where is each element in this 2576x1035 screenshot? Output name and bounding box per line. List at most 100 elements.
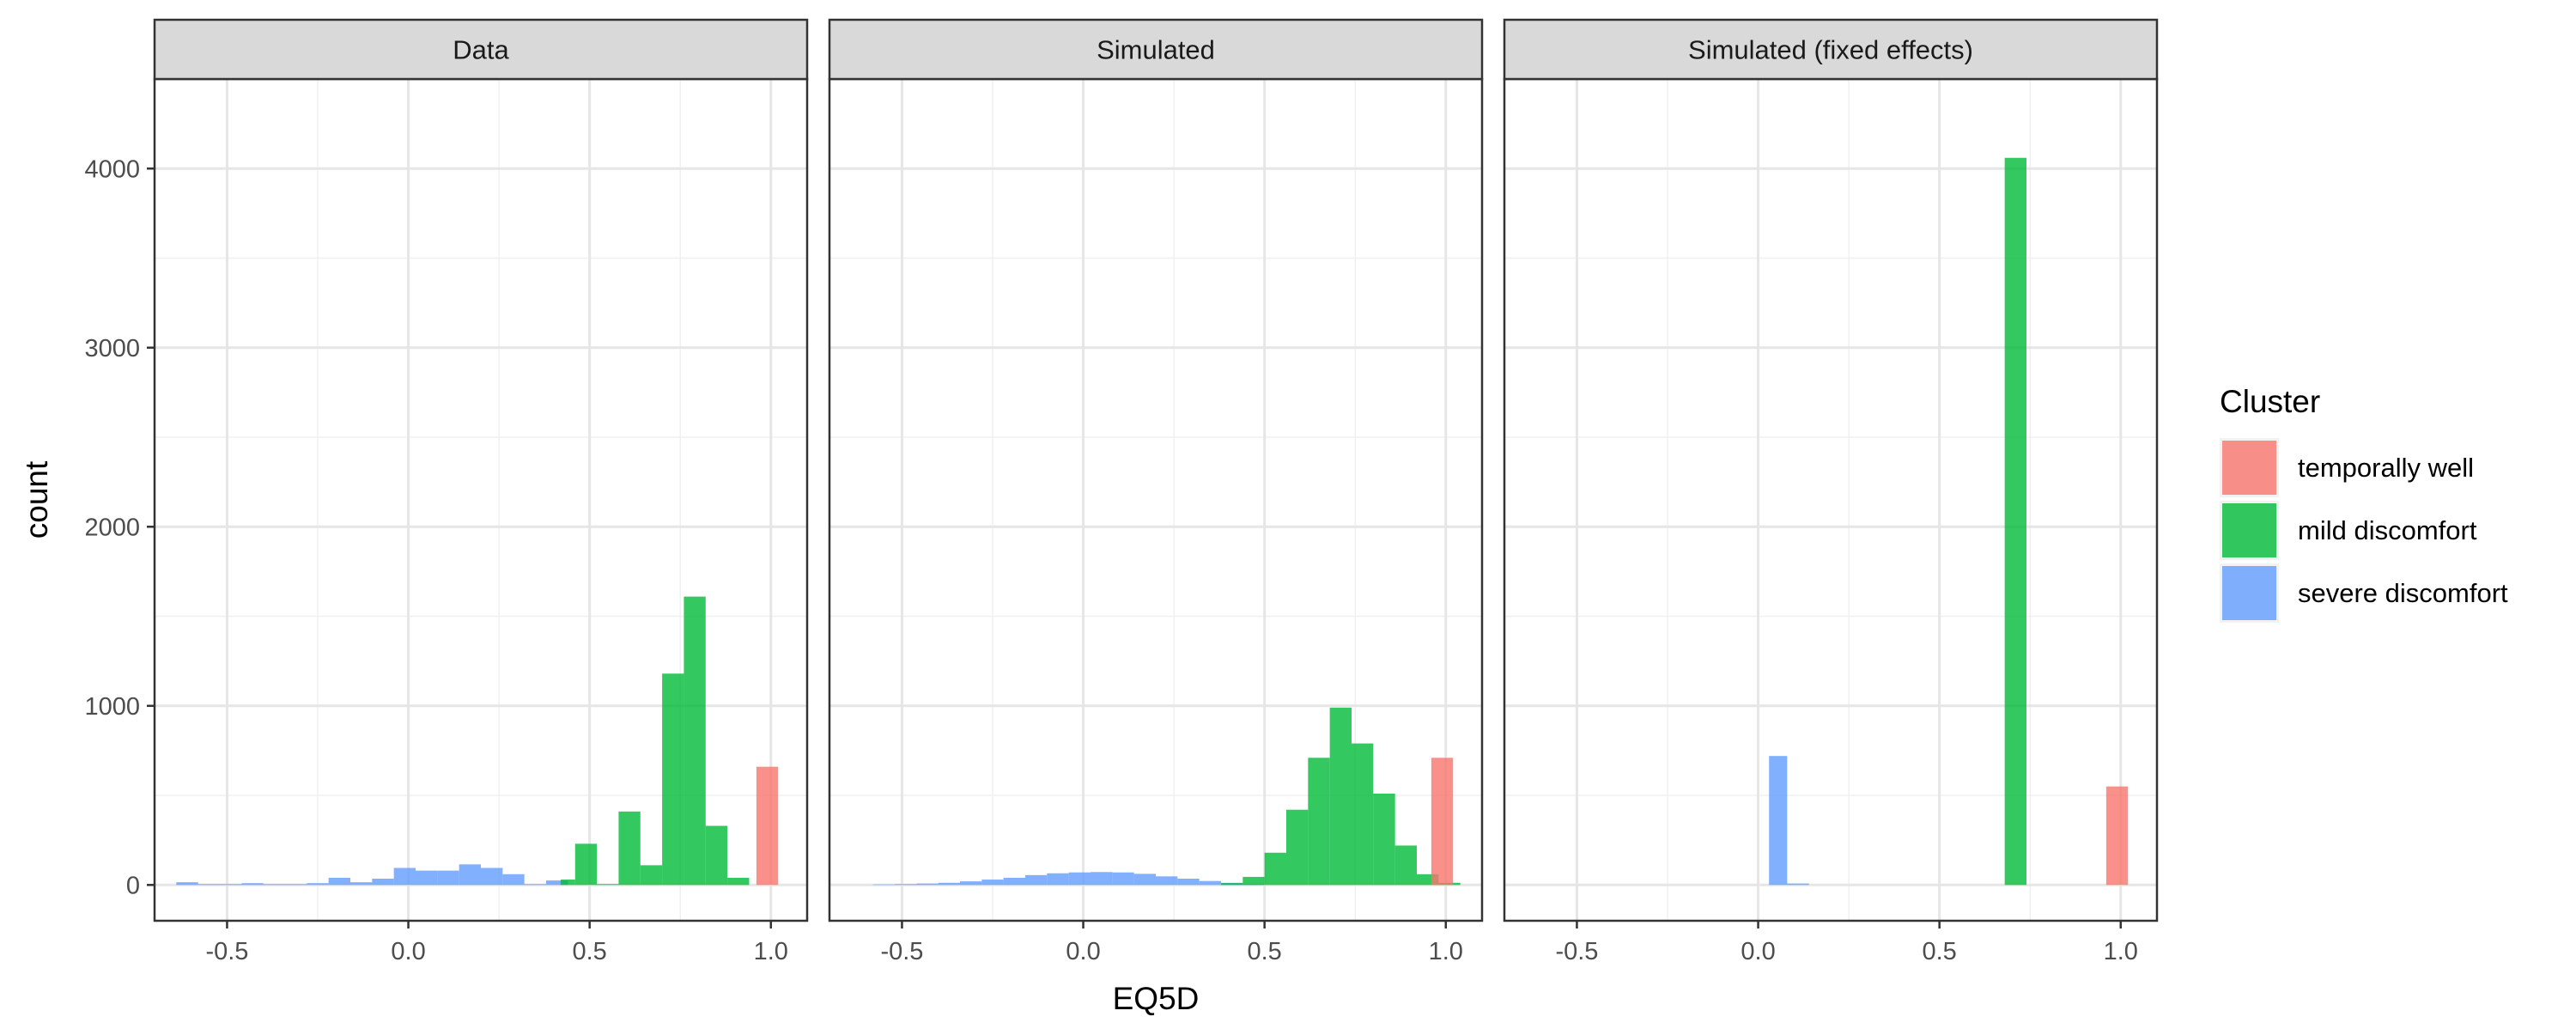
- histogram-bar: [960, 881, 982, 886]
- legend-label-severe-discomfort: severe discomfort: [2298, 578, 2508, 608]
- histogram-bar: [938, 882, 960, 886]
- histogram-bar: [220, 884, 242, 886]
- series-temporally-well: [1431, 758, 1454, 886]
- histogram-bar: [574, 843, 598, 886]
- histogram-bar: [285, 884, 307, 886]
- y-tick-label: 3000: [84, 335, 140, 362]
- histogram-bar: [872, 884, 895, 886]
- histogram-bar: [1286, 809, 1309, 886]
- x-tick-label: 1.0: [754, 938, 788, 965]
- histogram-bar: [524, 884, 546, 886]
- histogram-bar: [1221, 883, 1243, 886]
- y-tick-label: 1000: [84, 693, 140, 721]
- histogram-bar: [1769, 756, 1788, 886]
- histogram-bar: [416, 870, 438, 886]
- legend-title: Cluster: [2220, 384, 2320, 419]
- facet-strip: [828, 18, 1484, 81]
- legend-key-swatch: [2222, 441, 2276, 495]
- histogram-bar: [1308, 758, 1330, 886]
- facet-strip-label: Simulated (fixed effects): [1688, 35, 1973, 65]
- histogram-bar: [1352, 743, 1374, 886]
- histogram-bar: [662, 673, 684, 886]
- histogram-bar: [640, 865, 663, 886]
- series-temporally-well: [756, 766, 779, 886]
- x-tick-label: 0.5: [573, 938, 607, 965]
- facet-strip-label: Data: [453, 35, 509, 65]
- series-temporally-well: [2105, 786, 2129, 886]
- histogram-bar: [1787, 883, 1809, 886]
- x-tick-label: 0.0: [1066, 938, 1100, 965]
- x-tick-label: -0.5: [1555, 938, 1598, 965]
- histogram-bar: [1394, 845, 1417, 886]
- histogram-bar: [1199, 880, 1221, 886]
- x-axis-title: EQ5D: [1113, 981, 1200, 1016]
- y-tick-label: 0: [126, 872, 140, 899]
- histogram-bar: [560, 880, 575, 886]
- histogram-bar: [1156, 876, 1178, 886]
- histogram-bar: [459, 864, 481, 886]
- histogram-bar: [1329, 707, 1352, 886]
- histogram-bar: [1264, 852, 1286, 886]
- histogram-bar: [546, 880, 568, 886]
- histogram-bar: [981, 880, 1004, 886]
- x-tick-label: 0.0: [391, 938, 425, 965]
- x-tick-label: 1.0: [2104, 938, 2138, 965]
- histogram-bar: [1242, 876, 1265, 886]
- facet-strip: [153, 18, 809, 81]
- facet-strip-label: Simulated: [1097, 35, 1215, 65]
- series-mild-discomfort: [560, 596, 750, 886]
- series-severe-discomfort: [1769, 756, 1809, 886]
- legend-key-swatch: [2222, 503, 2276, 557]
- facet-simulated: Simulated -0.5 0.0 0.5 1.0: [828, 18, 1484, 965]
- facet-data: Data -0.5 0.0 0.5 1.0: [153, 18, 809, 965]
- histogram-bar: [618, 811, 641, 886]
- histogram-bar: [328, 877, 350, 886]
- histogram-bar: [2105, 786, 2129, 886]
- histogram-bar: [502, 874, 525, 886]
- histogram-bar: [1431, 758, 1454, 886]
- legend: Cluster temporally well mild discomfort sev…: [2220, 384, 2508, 623]
- x-tick-label: 0.5: [1248, 938, 1282, 965]
- histogram-bar: [350, 882, 373, 886]
- histogram-bar: [307, 883, 329, 886]
- histogram-bar: [393, 868, 416, 886]
- x-tick-label: 0.0: [1741, 938, 1775, 965]
- y-axis-title: count: [19, 460, 54, 539]
- x-tick-label: 0.5: [1923, 938, 1957, 965]
- legend-label-temporally-well: temporally well: [2298, 453, 2474, 483]
- histogram-bar: [1373, 793, 1395, 886]
- histogram-bar: [895, 884, 917, 886]
- series-severe-discomfort: [176, 864, 568, 886]
- histogram-bar: [705, 825, 728, 886]
- histogram-bar: [1068, 872, 1091, 886]
- histogram-bar: [683, 596, 706, 886]
- series-severe-discomfort: [872, 872, 1265, 886]
- histogram-bar: [2004, 157, 2026, 886]
- y-tick-label: 2000: [84, 514, 140, 541]
- legend-label-mild-discomfort: mild discomfort: [2298, 515, 2477, 545]
- histogram-bar: [437, 870, 459, 886]
- histogram-bar: [1177, 879, 1200, 886]
- histogram-bar: [1047, 873, 1069, 886]
- histogram-bar: [1003, 877, 1025, 886]
- panel-background: [1504, 79, 2157, 921]
- legend-key-swatch: [2222, 566, 2276, 620]
- histogram-bar: [597, 884, 619, 886]
- panel-background: [155, 79, 807, 921]
- histogram-bar: [727, 877, 750, 886]
- histogram-bar: [1112, 872, 1134, 886]
- series-mild-discomfort: [2004, 157, 2026, 886]
- histogram-bar: [1091, 872, 1113, 886]
- x-tick-label: -0.5: [880, 938, 923, 965]
- facet-simulated-fixed-effects: Simulated (fixed effects) -0.5 0.0 0.5 1.0: [1503, 18, 2159, 965]
- histogram-bar: [241, 883, 264, 886]
- histogram-bar: [1133, 874, 1156, 886]
- series-mild-discomfort: [1221, 707, 1461, 886]
- x-tick-label: 1.0: [1429, 938, 1463, 965]
- histogram-bar: [372, 879, 394, 886]
- x-tick-label: -0.5: [205, 938, 248, 965]
- y-tick-label: 4000: [84, 155, 140, 183]
- histogram-bar: [176, 882, 198, 886]
